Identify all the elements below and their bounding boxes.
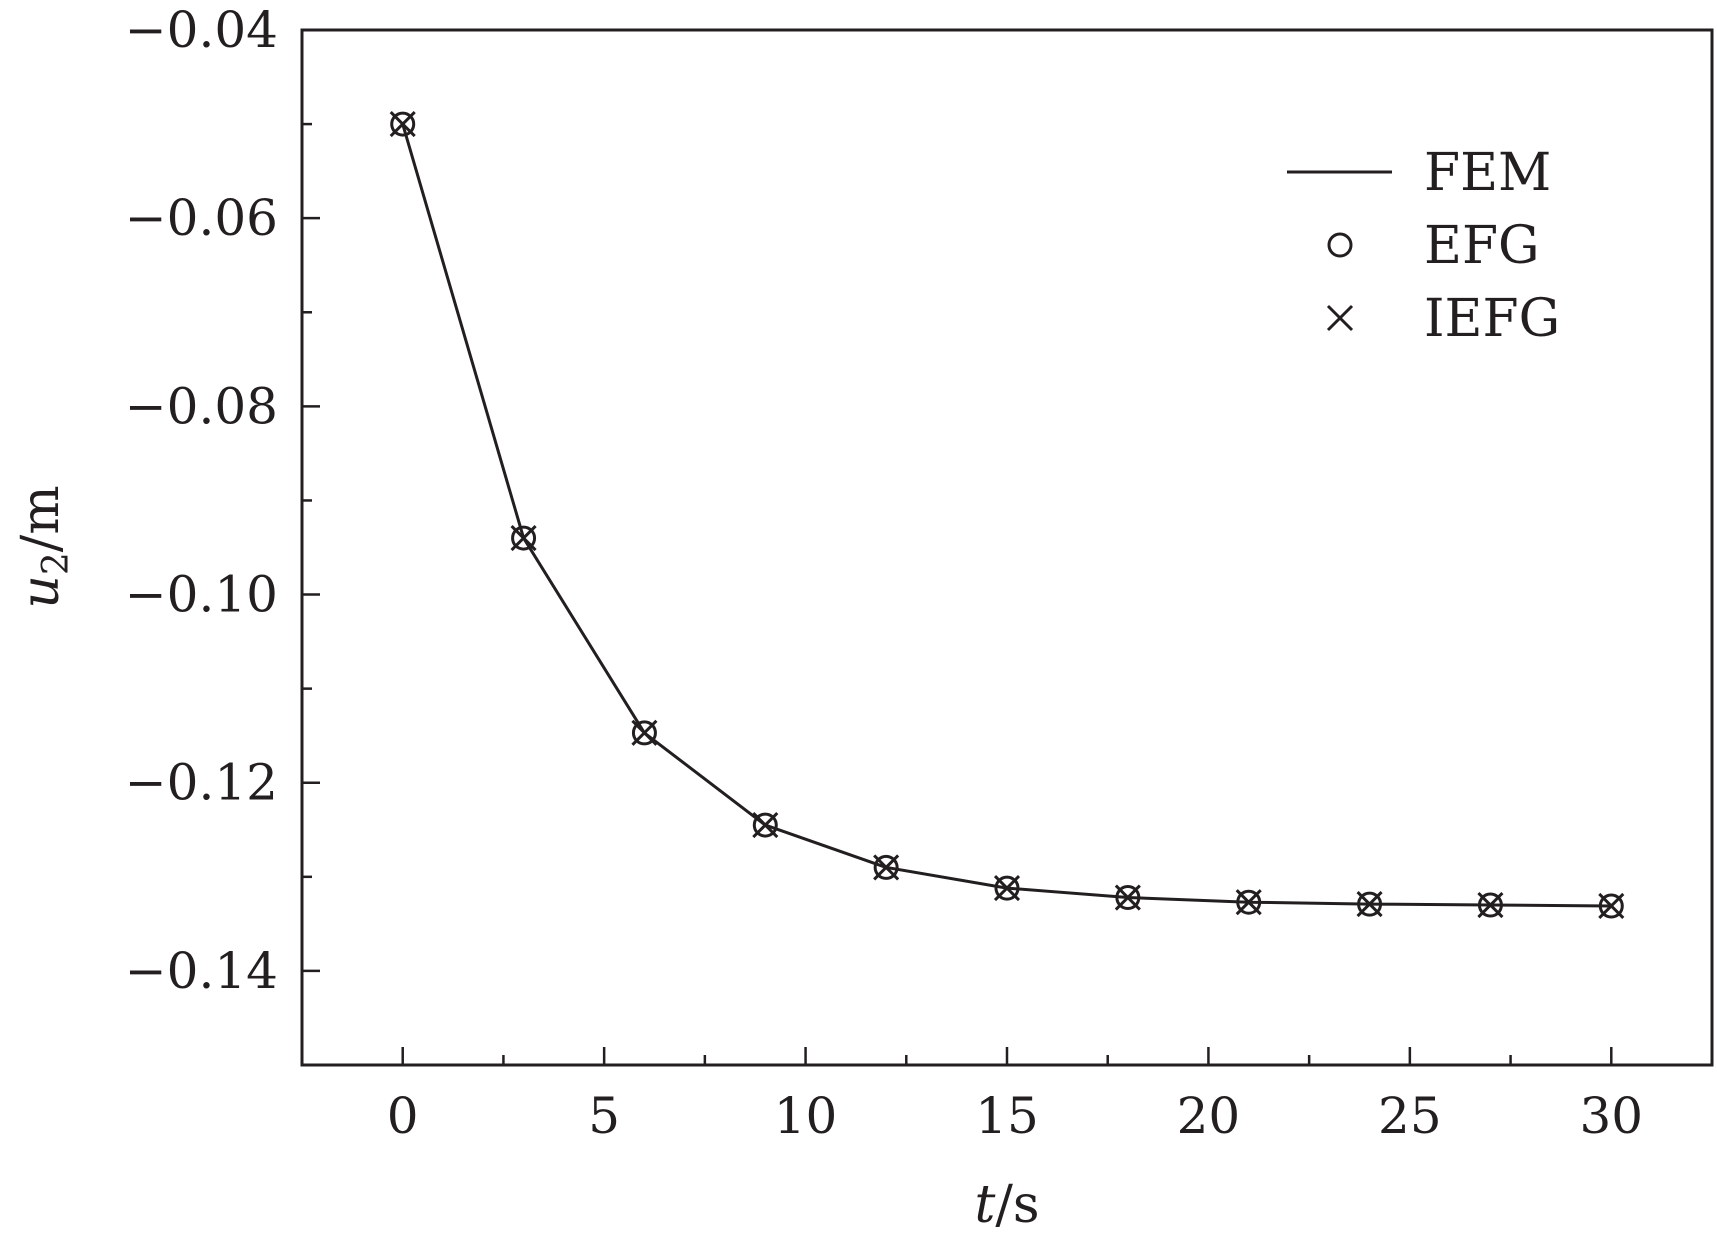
iefg-point [631,719,658,746]
efg-point [873,854,899,880]
x-tick-label: 20 [1177,1087,1241,1145]
iefg-point [1235,889,1262,916]
efg-point [752,812,778,838]
iefg-point [1477,891,1504,919]
iefg-point [1598,892,1625,920]
iefg-point [873,854,900,881]
iefg-point [1356,891,1383,918]
efg-point [390,111,416,137]
y-tick-label: −0.06 [125,189,278,247]
x-axis-label: t/s [974,1175,1039,1235]
legend-efg-label: EFG [1424,216,1540,276]
iefg-point [1114,884,1141,911]
iefg-point [510,525,537,552]
y-axis-subscript: 2 [36,552,77,575]
efg-point [631,720,657,746]
iefg-point [993,875,1021,902]
x-tick-label: 25 [1378,1087,1442,1145]
y-tick-labels: −0.04 −0.06 −0.08 −0.10 −0.12 −0.14 [125,1,278,1000]
y-tick-label: −0.14 [125,942,278,1000]
x-tick-label: 10 [774,1087,838,1145]
axis-ticks [302,28,1613,1065]
y-tick-label: −0.04 [125,1,278,59]
x-axis-unit: /s [995,1175,1039,1235]
efg-point [1477,892,1503,918]
x-tick-label: 5 [588,1087,620,1145]
efg-point [994,875,1020,901]
y-axis-label: u2/m [11,485,77,608]
x-tick-label: 0 [387,1087,419,1145]
legend-fem-label: FEM [1424,143,1551,203]
y-tick-label: −0.12 [125,754,278,812]
legend-iefg-label: IEFG [1424,289,1560,349]
x-tick-label: 15 [975,1087,1039,1145]
legend-iefg-marker [1326,304,1354,332]
series-layer [389,111,1625,920]
iefg-point [752,812,779,839]
y-tick-label: −0.10 [125,566,278,624]
efg-point [1598,893,1624,919]
x-tick-label: 30 [1579,1087,1643,1145]
legend-efg-marker [1327,232,1353,258]
legend: FEM EFG IEFG [1287,143,1560,349]
efg-point [1236,889,1262,915]
efg-point [1357,891,1383,917]
y-axis-var: u [11,575,71,609]
x-tick-labels: 0 5 10 15 20 25 30 [387,1087,1643,1145]
iefg-point [389,111,416,138]
efg-point [1115,885,1141,911]
y-tick-label: −0.08 [125,377,278,435]
y-axis-unit: /m [11,485,71,552]
x-axis-var: t [974,1175,995,1235]
efg-point [511,525,537,551]
